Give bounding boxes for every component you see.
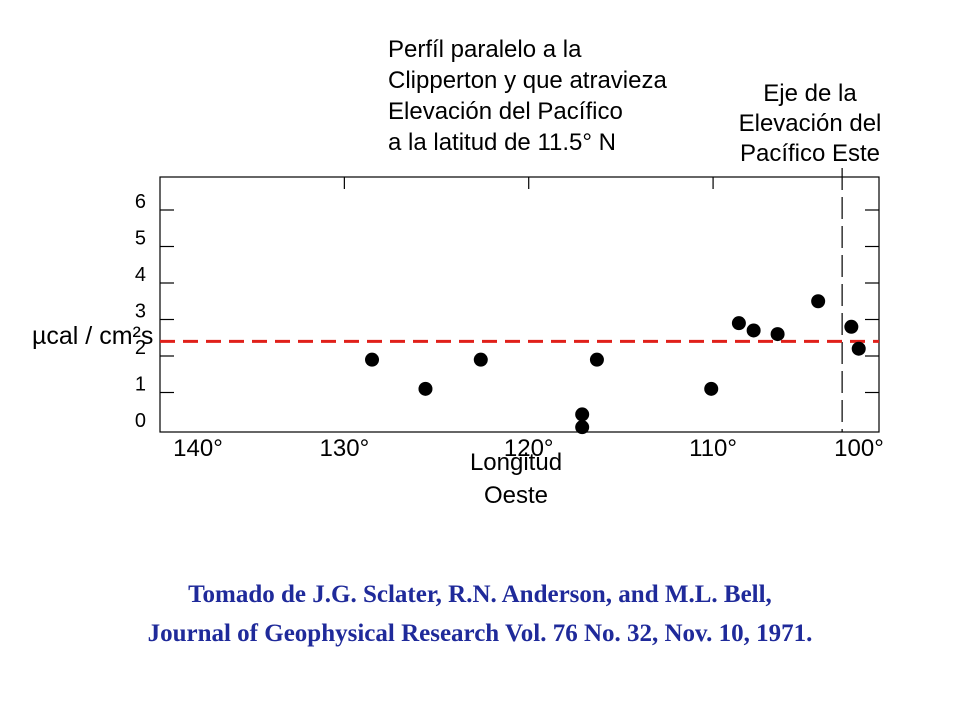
x-tick-label: 110°: [689, 435, 737, 462]
ridge-axis-annotation: Eje de la Elevación del Pacífico Este: [739, 80, 882, 167]
ridge-label-line-2: Elevación del: [739, 110, 882, 137]
ridge-label-line-1: Eje de la: [763, 80, 857, 107]
data-point: [473, 352, 488, 367]
y-axis-label: µcal / cm²s: [32, 322, 153, 350]
y-tick-label: 3: [135, 301, 146, 323]
y-tick-label: 1: [135, 374, 146, 396]
data-point: [851, 341, 866, 356]
x-axis-title: Longitud Oeste: [470, 449, 562, 509]
data-point: [418, 381, 433, 396]
x-tick-label: 100°: [834, 435, 884, 462]
y-tick-label: 6: [135, 191, 146, 213]
x-tick-label: 130°: [320, 435, 370, 462]
data-point: [844, 319, 859, 334]
x-label-line-1: Longitud: [470, 449, 562, 476]
x-tick-label: 120°: [504, 435, 554, 462]
title-line-3: Elevación del Pacífico: [388, 98, 623, 125]
data-point: [575, 407, 590, 422]
data-point: [770, 327, 785, 342]
x-tick-label: 140°: [173, 435, 223, 462]
ridge-label-line-3: Pacífico Este: [740, 140, 880, 167]
y-tick-label: 0: [135, 410, 146, 432]
plot-frame: [159, 176, 880, 433]
x-label-line-2: Oeste: [484, 482, 548, 509]
y-tick-label: 2: [135, 337, 146, 359]
citation-line-2: Journal of Geophysical Research Vol. 76 …: [147, 620, 813, 647]
data-point: [589, 352, 604, 367]
data-point: [811, 294, 826, 309]
data-point: [575, 420, 590, 435]
title-line-2: Clipperton y que atravieza: [388, 67, 667, 94]
y-tick-label: 4: [135, 264, 146, 286]
data-point: [746, 323, 761, 338]
citation-line-1: Tomado de J.G. Sclater, R.N. Anderson, a…: [188, 581, 772, 608]
data-point: [365, 352, 380, 367]
chart-marks: 0 1 2 3 4 5 6 140° 130° 120° 110° 100°: [135, 168, 884, 462]
chart-title: Perfíl paralelo a la Clipperton y que at…: [388, 36, 667, 156]
data-point: [731, 316, 746, 331]
y-tick-label: 5: [135, 228, 146, 250]
title-line-1: Perfíl paralelo a la: [388, 36, 582, 63]
title-line-4: a la latitud de 11.5° N: [388, 129, 616, 156]
data-point: [704, 381, 719, 396]
